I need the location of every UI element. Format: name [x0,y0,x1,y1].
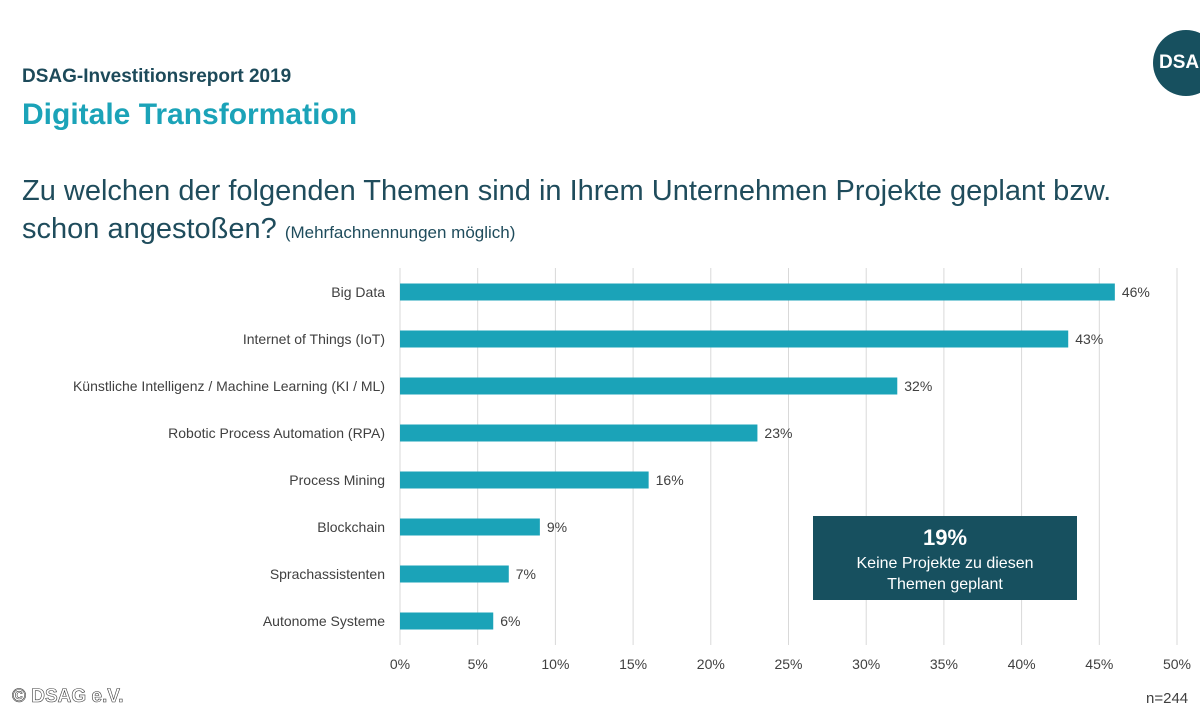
data-label: 6% [500,613,520,629]
category-label: Künstliche Intelligenz / Machine Learnin… [73,378,385,394]
bar [400,518,540,536]
x-tick-label: 5% [468,656,488,672]
x-tick-label: 10% [541,656,569,672]
category-label: Sprachassistenten [270,566,385,582]
data-label: 32% [904,378,932,394]
x-tick-label: 50% [1163,656,1191,672]
data-label: 7% [516,566,536,582]
data-label: 43% [1075,331,1103,347]
x-tick-label: 35% [930,656,958,672]
x-tick-label: 15% [619,656,647,672]
logo-text: DSAG [1159,52,1200,73]
section-title: Digitale Transformation [22,98,358,131]
x-tick-label: 0% [390,656,410,672]
callout-text: Keine Projekte zu diesen Themen geplant [856,555,1034,593]
data-label: 46% [1122,284,1150,300]
bar [400,377,898,395]
copyright: © DSAG e.V. [12,686,124,708]
x-tick-label: 30% [852,656,880,672]
bar [400,565,509,583]
callout-percent: 19% [922,525,968,550]
category-label: Big Data [331,284,385,300]
category-label: Blockchain [317,519,385,535]
category-label: Robotic Process Automation (RPA) [168,425,385,441]
chart-question: Zu welchen der folgenden Themen sind in … [22,172,1172,252]
x-tick-label: 45% [1085,656,1113,672]
question-note: (Mehrfachnennungen möglich) [284,223,516,242]
data-label: 23% [764,425,792,441]
bar [400,612,494,630]
callout-box: 19% Keine Projekte zu diesen Themen gepl… [813,516,1077,600]
report-title: DSAG-Investitionsreport 2019 [22,66,292,87]
dsag-logo: DSAG [1153,30,1200,96]
data-label: 9% [547,519,567,535]
category-label: Internet of Things (IoT) [243,331,385,347]
x-tick-label: 25% [774,656,802,672]
bar [400,471,649,489]
question-text: Zu welchen der folgenden Themen sind in … [22,175,1112,245]
data-label: 16% [656,472,684,488]
bar [400,330,1069,348]
sample-size: n=244 [1146,690,1189,707]
bar [400,424,758,442]
x-tick-label: 20% [697,656,725,672]
category-label: Process Mining [289,472,385,488]
category-label: Autonome Systeme [263,613,385,629]
bar [400,283,1115,301]
x-tick-label: 40% [1008,656,1036,672]
